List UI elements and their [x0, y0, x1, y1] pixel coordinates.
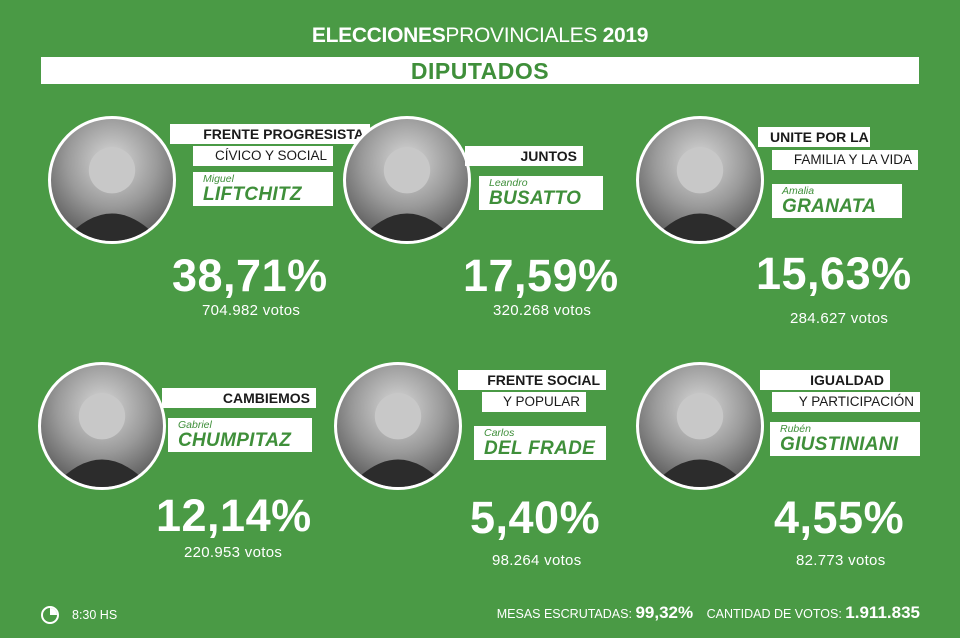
party-name: JUNTOS	[465, 146, 583, 166]
candidate-first-name: Amalia	[782, 185, 815, 197]
candidate-last-name: GRANATA	[782, 196, 877, 217]
candidate-first-name: Miguel	[203, 173, 234, 185]
vote-percentage: 12,14%	[156, 490, 312, 541]
title-bold: ELECCIONES	[311, 24, 446, 47]
category-banner: DIPUTADOS	[41, 57, 919, 84]
vote-percentage: 38,71%	[172, 250, 328, 301]
candidate-last-name: CHUMPITAZ	[178, 430, 292, 451]
candidate-photo	[636, 362, 764, 490]
candidate-card: UNITE POR LA FAMILIA Y LA VIDA Amalia GR…	[636, 116, 936, 346]
vote-percentage: 4,55%	[774, 492, 905, 543]
clock-icon	[41, 606, 59, 624]
vote-count: 320.268 votos	[493, 302, 592, 319]
person-silhouette-icon	[349, 393, 447, 487]
candidate-first-name: Leandro	[489, 177, 528, 189]
candidate-card: FRENTE PROGRESISTA CÍVICO Y SOCIAL Migue…	[48, 116, 370, 346]
candidate-name: Amalia GRANATA	[772, 184, 902, 218]
party-name: CAMBIEMOS	[162, 388, 316, 408]
candidate-card: CAMBIEMOS Gabriel CHUMPITAZ 12,14% 220.9…	[38, 362, 338, 592]
person-silhouette-icon	[651, 147, 749, 241]
party-name: FRENTE PROGRESISTA	[170, 124, 370, 144]
candidate-photo	[38, 362, 166, 490]
candidate-first-name: Carlos	[484, 427, 515, 439]
time-label: 8:30 HS	[72, 608, 118, 622]
party-name-line2: CÍVICO Y SOCIAL	[193, 146, 333, 166]
mesas-value: 99,32%	[635, 603, 694, 622]
party-name-line2: Y PARTICIPACIÓN	[772, 392, 920, 412]
total-votes-label: CANTIDAD DE VOTOS:	[706, 607, 842, 621]
candidate-card: JUNTOS Leandro BUSATTO 17,59% 320.268 vo…	[343, 116, 643, 346]
candidate-photo	[636, 116, 764, 244]
mesas-label: MESAS ESCRUTADAS:	[496, 607, 632, 621]
candidate-first-name: Rubén	[780, 423, 811, 435]
vote-percentage: 15,63%	[756, 248, 912, 299]
page-title: ELECCIONESPROVINCIALES 2019	[0, 24, 960, 48]
scrutiny-summary: MESAS ESCRUTADAS: 99,32% CANTIDAD DE VOT…	[497, 603, 920, 623]
person-silhouette-icon	[63, 147, 161, 241]
candidate-last-name: DEL FRADE	[484, 438, 596, 459]
update-time: 8:30 HS	[40, 605, 117, 625]
candidate-photo	[343, 116, 471, 244]
party-name-line2: Y POPULAR	[482, 392, 586, 412]
candidate-last-name: LIFTCHITZ	[203, 184, 302, 205]
vote-count: 98.264 votos	[492, 552, 582, 569]
candidate-name: Gabriel CHUMPITAZ	[168, 418, 312, 452]
candidate-card: FRENTE SOCIAL Y POPULAR Carlos DEL FRADE…	[334, 362, 634, 592]
vote-count: 220.953 votos	[184, 544, 283, 561]
vote-count: 82.773 votos	[796, 552, 886, 569]
person-silhouette-icon	[358, 147, 456, 241]
candidate-photo	[334, 362, 462, 490]
candidate-last-name: GIUSTINIANI	[780, 434, 899, 455]
candidate-name: Carlos DEL FRADE	[474, 426, 606, 460]
vote-percentage: 17,59%	[463, 250, 619, 301]
vote-count: 704.982 votos	[202, 302, 301, 319]
candidate-photo	[48, 116, 176, 244]
title-light: PROVINCIALES	[445, 24, 598, 47]
vote-count: 284.627 votos	[790, 310, 889, 327]
candidate-name: Miguel LIFTCHITZ	[193, 172, 333, 206]
candidate-name: Leandro BUSATTO	[479, 176, 603, 210]
vote-percentage: 5,40%	[470, 492, 601, 543]
party-name: UNITE POR LA	[758, 127, 870, 147]
person-silhouette-icon	[651, 393, 749, 487]
candidate-last-name: BUSATTO	[489, 188, 582, 209]
title-year: 2019	[602, 24, 649, 47]
party-name: IGUALDAD	[760, 370, 890, 390]
candidate-name: Rubén GIUSTINIANI	[770, 422, 920, 456]
candidate-first-name: Gabriel	[178, 419, 212, 431]
person-silhouette-icon	[53, 393, 151, 487]
party-name: FRENTE SOCIAL	[458, 370, 606, 390]
party-name-line2: FAMILIA Y LA VIDA	[772, 150, 918, 170]
candidate-card: IGUALDAD Y PARTICIPACIÓN Rubén GIUSTINIA…	[636, 362, 936, 592]
total-votes-value: 1.911.835	[845, 603, 920, 622]
